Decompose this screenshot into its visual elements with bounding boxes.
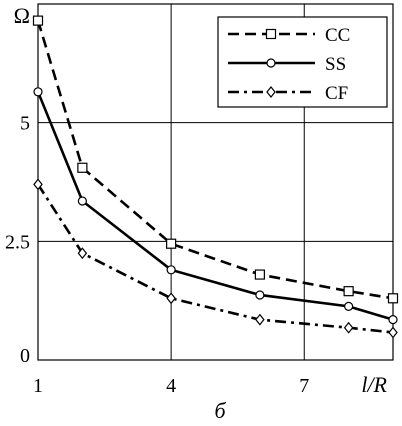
legend-marker-ss <box>266 58 276 68</box>
data-point-ss-0 <box>33 87 43 97</box>
legend: CC SS CF <box>217 16 388 108</box>
data-point-ss-2 <box>166 265 176 275</box>
data-point-cf-1 <box>77 247 88 260</box>
data-point-cc-2 <box>166 238 177 249</box>
data-point-cc-1 <box>77 162 88 173</box>
data-point-cc-3 <box>254 269 265 280</box>
y-axis-label: Ω <box>14 3 30 28</box>
data-point-cc-4 <box>343 286 354 297</box>
legend-marker-cf <box>266 86 276 98</box>
data-point-ss-3 <box>255 290 265 300</box>
y-tick-label-0: 0 <box>20 345 30 367</box>
data-point-cc-0 <box>32 15 44 26</box>
x-tick-label-2: 7 <box>299 375 309 397</box>
x-axis-label: l/R <box>361 372 387 397</box>
chart-caption: б <box>214 398 226 423</box>
y-tick-label-2: 5 <box>20 113 30 135</box>
legend-label-ss: SS <box>325 54 346 75</box>
y-tick-label-1: 2.5 <box>5 231 30 253</box>
legend-label-cf: CF <box>325 83 348 104</box>
data-point-ss-4 <box>344 301 354 311</box>
tick-labels: 1 4 7 l/R 0 2.5 5 Ω <box>5 3 388 397</box>
data-point-ss-1 <box>77 196 87 206</box>
data-point-cf-0 <box>33 178 43 191</box>
series-markers <box>32 15 399 339</box>
data-point-cf-2 <box>166 292 176 305</box>
x-tick-label-1: 4 <box>166 375 176 397</box>
data-point-cf-3 <box>255 313 265 326</box>
legend-marker-cc <box>265 28 277 40</box>
data-point-cc-5 <box>387 293 399 304</box>
data-point-cf-5 <box>388 326 398 339</box>
series-line-cc <box>36 20 394 300</box>
x-tick-label-0: 1 <box>33 375 43 397</box>
series-line-ss <box>36 91 394 321</box>
data-point-ss-5 <box>388 315 398 325</box>
legend-label-cc: CC <box>325 25 350 46</box>
series-lines <box>36 20 394 334</box>
series-line-cf <box>36 183 394 334</box>
data-point-cf-4 <box>343 321 354 334</box>
